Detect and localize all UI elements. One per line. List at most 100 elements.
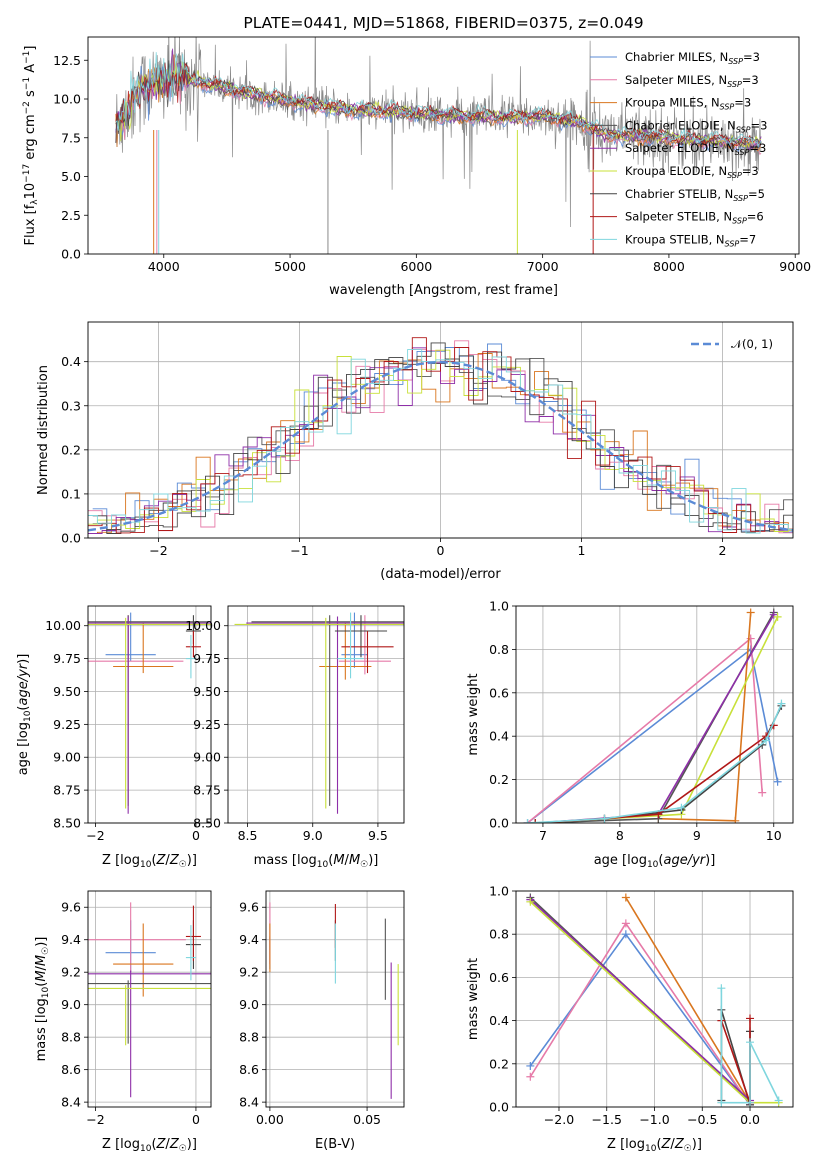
y-tick-label: 8.4 <box>239 1095 259 1110</box>
y-tick-label: 9.50 <box>53 684 81 699</box>
x-tick-label: 7 <box>539 828 547 843</box>
y-tick-label: 0.4 <box>489 729 509 744</box>
massweight-vs-Z-ylabel: mass weight <box>466 958 481 1040</box>
x-tick-label: 0.0 <box>740 1112 760 1127</box>
y-tick-label: 8.8 <box>239 1030 259 1045</box>
massweight-point-marker <box>777 699 786 708</box>
massweight-point-marker <box>621 919 630 928</box>
legend-label: Salpeter MILES, NSSP=3 <box>625 73 759 89</box>
massweight-point-marker <box>746 1014 755 1023</box>
y-tick-label: 7.5 <box>61 130 81 145</box>
y-tick-label: 9.0 <box>61 997 81 1012</box>
y-tick-label: 8.6 <box>239 1062 259 1077</box>
y-tick-label: 0.8 <box>489 927 509 942</box>
massweight-point-marker <box>731 816 740 823</box>
y-tick-label: 9.25 <box>53 717 81 732</box>
y-tick-label: 10.00 <box>185 618 221 633</box>
histogram-step <box>88 349 793 534</box>
x-tick-label: −2.0 <box>544 1112 574 1127</box>
spectrum-model-line <box>115 60 762 148</box>
massweight-point-marker <box>526 1072 535 1081</box>
residuals-axes: −2 −1 0 1 2 0.0 0.1 0.2 0.3 0.4 <box>61 322 793 558</box>
massweight-point-marker <box>523 819 532 823</box>
x-tick-label: 9.0 <box>303 828 323 843</box>
massweight-point-marker <box>717 1098 726 1107</box>
y-tick-label: 0.0 <box>489 816 509 831</box>
y-tick-label: 8.75 <box>193 783 221 798</box>
massweight-vs-age-ylabel: mass weight <box>466 673 481 755</box>
massweight-vs-Z-frame <box>515 890 794 1108</box>
y-tick-label: 0.6 <box>489 970 509 985</box>
residual-histograms <box>88 337 793 534</box>
x-tick-label: 8 <box>616 828 624 843</box>
y-tick-label: 5.0 <box>61 169 81 184</box>
x-tick-label: 10 <box>766 828 782 843</box>
age-vs-mass-frame <box>227 605 405 824</box>
x-tick-label: 7000 <box>527 259 559 274</box>
age-vs-Z-axes: −2 0 8.50 8.75 9.00 9.25 9.50 9.75 10.00 <box>45 606 211 843</box>
y-tick-label: 0.6 <box>489 685 509 700</box>
y-tick-label: 9.75 <box>53 651 81 666</box>
histogram-step <box>92 343 793 533</box>
age-vs-Z-frame <box>87 605 212 824</box>
massweight-series-line <box>625 897 751 1104</box>
y-tick-label: 9.0 <box>239 997 259 1012</box>
x-tick-label: −1 <box>290 543 308 558</box>
y-tick-label: 0.2 <box>61 442 81 457</box>
residuals-frame <box>87 321 794 539</box>
massweight-point-marker <box>621 930 630 939</box>
massweight-vs-Z-axes: −2.0 −1.5 −1.0 −0.5 0.0 0.0 0.2 0.4 0.6 0.8 1.0 <box>489 884 793 1127</box>
x-tick-label: −2 <box>149 543 167 558</box>
mass-vs-Z-ylabel: mass [log10(M/M☉)] <box>34 937 51 1062</box>
mass-vs-ebv-xlabel: E(B-V) <box>315 1137 355 1152</box>
spectrum-axes: 4000 5000 6000 7000 8000 9000 0.0 2.5 5.0 7.5 10.0… <box>53 53 811 274</box>
x-tick-label: 6000 <box>400 259 432 274</box>
mass-vs-Z-axes: −2 0 8.4 8.6 8.8 9.0 9.2 9.4 9.6 <box>61 891 211 1127</box>
x-tick-label: 8000 <box>653 259 685 274</box>
massweight-point-marker <box>600 814 609 823</box>
spectrum-legend: Chabrier MILES, NSSP=3 Salpeter MILES, NS… <box>590 50 767 248</box>
y-tick-label: 12.5 <box>53 53 81 68</box>
y-tick-label: 0.2 <box>489 1056 509 1071</box>
massweight-point-marker <box>758 788 767 797</box>
y-tick-label: 9.6 <box>239 900 259 915</box>
x-tick-label: −2 <box>86 828 104 843</box>
y-tick-label: 8.8 <box>61 1030 81 1045</box>
x-tick-label: 9000 <box>779 259 811 274</box>
massweight-point-marker <box>773 612 782 621</box>
massweight-series-line <box>535 616 779 823</box>
y-tick-label: 9.25 <box>193 717 221 732</box>
y-tick-label: 9.6 <box>61 900 81 915</box>
y-tick-label: 0.4 <box>61 354 81 369</box>
spectrum-xlabel: wavelength [Angstrom, rest frame] <box>329 283 558 298</box>
legend-label: Kroupa STELIB, NSSP=7 <box>625 232 756 248</box>
y-tick-label: 10.00 <box>45 618 81 633</box>
spectrum-model-line <box>115 52 762 147</box>
massweight-point-marker <box>526 897 535 906</box>
massweight-point-marker <box>717 984 726 993</box>
massweight-point-marker <box>746 608 755 617</box>
legend-label: Kroupa ELODIE, NSSP=3 <box>625 164 759 180</box>
massweight-vs-Z-xlabel: Z [log10(Z/Z☉)] <box>607 1137 702 1154</box>
mass-vs-ebv-errorbars <box>269 902 399 1099</box>
y-tick-label: 9.75 <box>193 651 221 666</box>
spectrum-curves <box>115 37 762 254</box>
age-vs-mass-xlabel: mass [log10(M/M☉)] <box>254 853 379 870</box>
age-vs-Z-ylabel: age [log10(age/yr)] <box>16 654 33 776</box>
y-tick-label: 8.50 <box>193 816 221 831</box>
y-tick-label: 0.4 <box>489 1013 509 1028</box>
y-tick-label: 8.6 <box>61 1062 81 1077</box>
massweight-point-marker <box>746 1098 755 1107</box>
x-tick-label: 9 <box>693 828 701 843</box>
massweight-vs-age-xlabel: age [log10(age/yr)] <box>594 853 716 870</box>
x-tick-label: 8.5 <box>238 828 258 843</box>
y-tick-label: 9.50 <box>193 684 221 699</box>
x-tick-label: 1 <box>578 543 586 558</box>
massweight-vs-age-axes: 7 8 9 10 0.0 0.2 0.4 0.6 0.8 1.0 <box>489 599 793 843</box>
mass-vs-ebv-axes: 0.00 0.05 8.4 8.6 8.8 9.0 9.2 9.4 9.6 <box>239 891 404 1127</box>
massweight-series-line <box>529 932 751 1106</box>
massweight-point-marker <box>746 1038 755 1047</box>
legend-label: Salpeter ELODIE, NSSP=3 <box>625 141 766 157</box>
y-tick-label: 9.4 <box>239 932 259 947</box>
residuals-ylabel: Normed distribution <box>36 365 51 495</box>
